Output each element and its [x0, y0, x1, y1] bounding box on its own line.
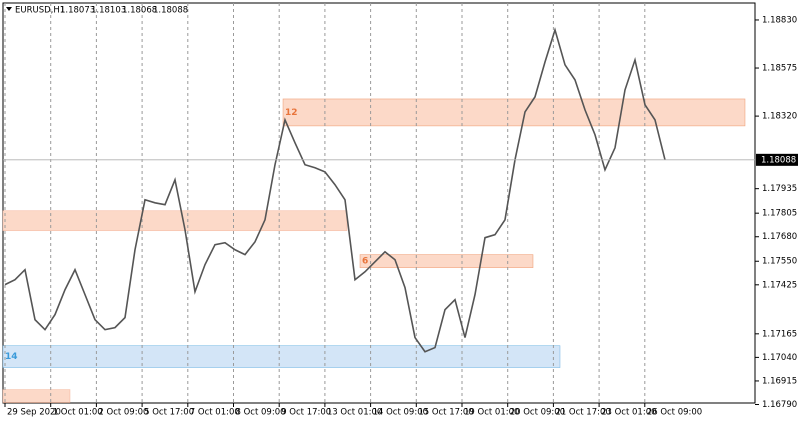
y-tick-label: 1.17165: [762, 329, 797, 339]
chart-header: EURUSD,H1 1.18073 1.18103 1.18068 1.1808…: [6, 6, 188, 16]
ohlc-open: 1.18073: [60, 6, 95, 16]
x-tick-label: 14 Oct 09:00: [373, 408, 428, 418]
x-tick-label: 15 Oct 17:00: [418, 408, 473, 418]
zone: [2, 345, 561, 368]
y-tick-label: 1.16790: [762, 400, 797, 410]
zone: [359, 254, 534, 268]
zone: [282, 98, 746, 127]
y-tick-label: 1.17425: [762, 280, 797, 290]
y-tick-label: 1.17550: [762, 257, 797, 267]
grid: [4, 3, 759, 407]
y-tick-label: 1.16915: [762, 376, 797, 386]
zone-label: 14: [5, 352, 18, 362]
x-tick-label: 8 Oct 09:00: [236, 408, 286, 418]
y-tick-label: 1.18320: [762, 112, 797, 122]
zone: [2, 210, 348, 232]
last-price-label: 1.18088: [761, 155, 796, 165]
symbol: EURUSD,H1: [15, 6, 65, 16]
x-tick-label: 2 Oct 09:00: [98, 408, 148, 418]
ohlc-low: 1.18068: [122, 6, 157, 16]
y-tick-label: 1.17680: [762, 232, 797, 242]
x-tick-label: 1 Oct 01:00: [53, 408, 103, 418]
y-tick-label: 1.17935: [762, 184, 797, 194]
y-tick-label: 1.18575: [762, 64, 797, 74]
ohlc-high: 1.18103: [91, 6, 126, 16]
x-tick-label: 26 Oct 09:00: [647, 408, 702, 418]
y-tick-label: 1.17805: [762, 209, 797, 219]
y-tick-label: 1.18830: [762, 15, 797, 25]
x-tick-label: 29 Sep 2020: [7, 408, 61, 418]
last-price-box: [756, 153, 798, 166]
zone-label: 6: [362, 257, 368, 267]
plot-frame: [2, 2, 756, 404]
x-tick-label: 7 Oct 01:00: [190, 408, 240, 418]
x-tick-label: 20 Oct 09:00: [510, 408, 565, 418]
price-line: [4, 27, 666, 353]
y-tick-label: 1.17040: [762, 353, 797, 363]
ohlc-close: 1.18088: [153, 6, 188, 16]
x-tick-label: 13 Oct 01:00: [327, 408, 382, 418]
x-tick-label: 9 Oct 17:00: [281, 408, 331, 418]
zone-label: 12: [285, 108, 298, 118]
x-tick-label: 23 Oct 01:00: [601, 408, 656, 418]
x-tick-label: 5 Oct 17:00: [144, 408, 194, 418]
zone: [2, 389, 71, 403]
header-arrow: [6, 7, 12, 11]
zones: [2, 98, 746, 403]
x-tick-label: 19 Oct 01:00: [464, 408, 519, 418]
x-tick-label: 21 Oct 17:00: [555, 408, 610, 418]
series: [3, 27, 755, 353]
